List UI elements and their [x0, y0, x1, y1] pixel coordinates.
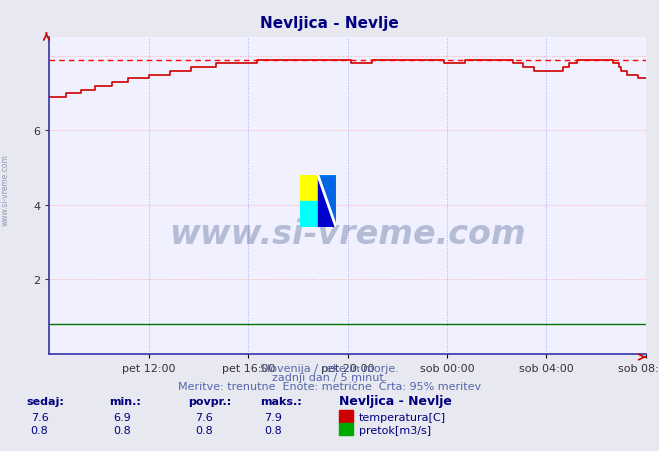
Text: 7.9: 7.9 [264, 412, 283, 422]
Text: Meritve: trenutne  Enote: metrične  Črta: 95% meritev: Meritve: trenutne Enote: metrične Črta: … [178, 381, 481, 391]
Text: 0.8: 0.8 [31, 425, 48, 435]
Text: 7.6: 7.6 [196, 412, 213, 422]
Bar [318, 176, 336, 228]
Text: Slovenija / reke in morje.: Slovenija / reke in morje. [260, 363, 399, 373]
Text: www.si-vreme.com: www.si-vreme.com [169, 217, 526, 251]
Bar [300, 202, 318, 228]
Text: povpr.:: povpr.: [188, 396, 231, 405]
Text: 0.8: 0.8 [113, 425, 130, 435]
Bar [300, 176, 318, 202]
Text: temperatura[C]: temperatura[C] [359, 412, 446, 422]
Polygon shape [318, 176, 336, 228]
Text: min.:: min.: [109, 396, 140, 405]
Text: sedaj:: sedaj: [26, 396, 64, 405]
Text: 0.8: 0.8 [196, 425, 213, 435]
Text: www.si-vreme.com: www.si-vreme.com [1, 153, 10, 226]
Text: 7.6: 7.6 [31, 412, 48, 422]
Text: 6.9: 6.9 [113, 412, 130, 422]
Text: zadnji dan / 5 minut.: zadnji dan / 5 minut. [272, 372, 387, 382]
Text: Nevljica - Nevlje: Nevljica - Nevlje [339, 394, 452, 407]
Text: Nevljica - Nevlje: Nevljica - Nevlje [260, 16, 399, 31]
Text: maks.:: maks.: [260, 396, 302, 405]
Text: pretok[m3/s]: pretok[m3/s] [359, 425, 431, 435]
Text: 0.8: 0.8 [265, 425, 282, 435]
